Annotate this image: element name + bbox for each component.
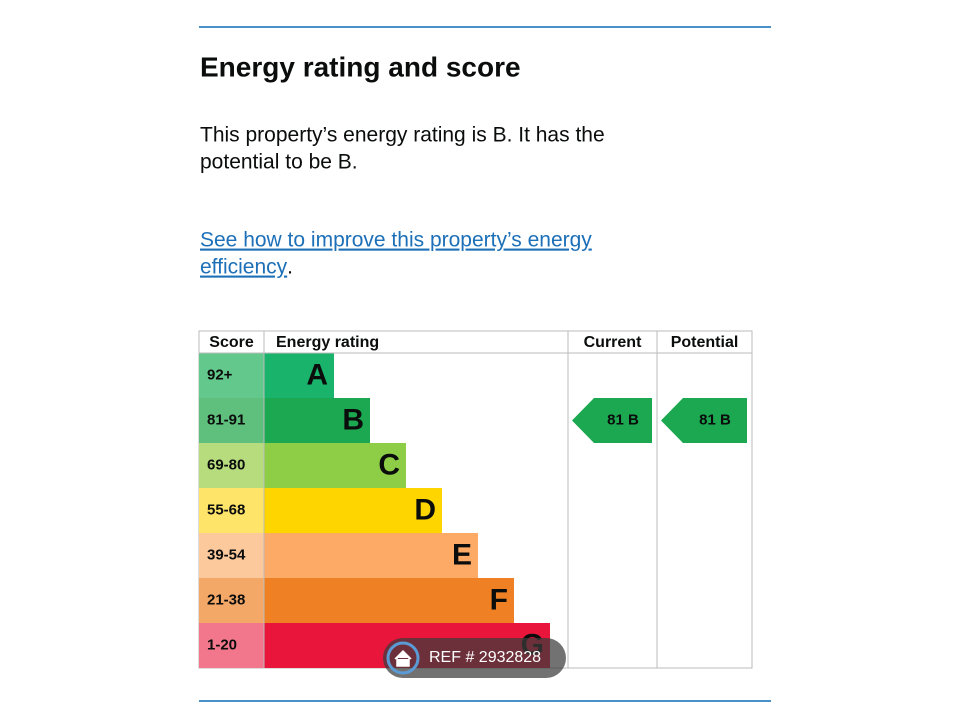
score-label: 21-38 — [207, 591, 245, 608]
rating-bar — [264, 578, 514, 623]
score-label: 81-91 — [207, 411, 245, 428]
potential-label: 81 B — [699, 411, 731, 428]
current-label: 81 B — [607, 411, 639, 428]
improve-link[interactable]: efficiency — [200, 256, 288, 279]
watermark-icon — [386, 641, 420, 675]
improve-link[interactable]: See how to improve this property’s energ… — [200, 229, 592, 252]
score-cell — [199, 623, 264, 668]
column-header: Potential — [671, 334, 739, 351]
rating-bar — [264, 533, 478, 578]
score-cell — [199, 488, 264, 533]
rating-letter: E — [452, 538, 472, 571]
rating-letter: A — [306, 358, 328, 391]
rating-letter: B — [342, 403, 364, 436]
link-suffix: . — [287, 256, 293, 279]
rating-bar — [264, 488, 442, 533]
score-label: 39-54 — [207, 546, 246, 563]
summary-line: potential to be B. — [200, 151, 358, 174]
rating-bar — [264, 443, 406, 488]
watermark-text: REF # 2932828 — [429, 649, 541, 666]
heading: Energy rating and score — [200, 51, 521, 82]
score-label: 1-20 — [207, 636, 237, 653]
score-label: 69-80 — [207, 456, 245, 473]
watermark-pill — [383, 638, 566, 678]
watermark: REF # 2932828 — [383, 638, 566, 678]
rating-letter: C — [378, 448, 400, 481]
rating-letter: D — [414, 493, 436, 526]
score-label: 55-68 — [207, 501, 245, 518]
rating-bar — [264, 398, 370, 443]
score-cell — [199, 398, 264, 443]
summary-line: This property’s energy rating is B. It h… — [200, 124, 605, 147]
score-cell — [199, 533, 264, 578]
score-cell — [199, 578, 264, 623]
rating-bar — [264, 353, 334, 398]
score-cell — [199, 443, 264, 488]
house-icon — [394, 649, 412, 667]
rating-table: Score Energy rating Current Potential 92+ A 81… — [198, 330, 753, 669]
rating-letter: F — [490, 583, 508, 616]
potential-arrow — [661, 398, 747, 443]
column-header: Score — [209, 334, 254, 351]
score-cell — [199, 353, 264, 398]
column-header: Current — [584, 334, 642, 351]
current-arrow — [572, 398, 652, 443]
column-header: Energy rating — [276, 334, 379, 351]
score-label: 92+ — [207, 366, 233, 383]
